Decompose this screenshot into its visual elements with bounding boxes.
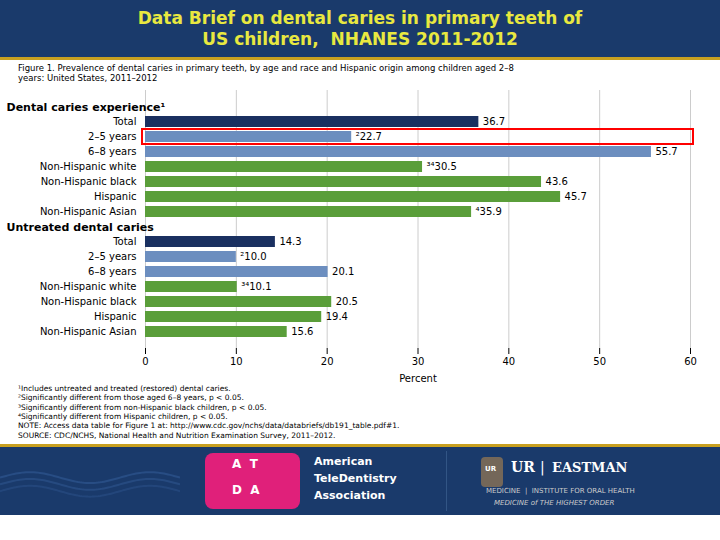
svg-text:Percent: Percent [399,372,437,383]
svg-text:6–8 years: 6–8 years [88,266,136,277]
svg-text:Non-Hispanic white: Non-Hispanic white [40,281,137,292]
html-text:³Significantly different from: ³Significantly different from non-Hispan… [18,402,267,412]
svg-text:20.5: 20.5 [336,296,358,307]
svg-text:43.6: 43.6 [546,176,568,187]
html-text:EASTMAN: EASTMAN [552,460,628,475]
svg-text:45.7: 45.7 [565,191,587,202]
svg-text:Hispanic: Hispanic [94,191,137,202]
svg-text:55.7: 55.7 [655,146,677,157]
svg-text:50: 50 [593,355,606,366]
html-text:TeleDentistry: TeleDentistry [314,472,397,485]
html-text:UR |: UR | [511,459,545,475]
html-text:Association: Association [314,489,386,502]
html-text:²Significantly different from: ²Significantly different from those aged… [18,393,244,403]
html-text:D A: D A [232,483,260,497]
svg-text:0: 0 [142,355,148,366]
svg-text:³⁴30.5: ³⁴30.5 [427,161,457,172]
html-text:Data Brief on dental caries in: Data Brief on dental caries in primary t… [137,8,583,50]
svg-text:20: 20 [321,355,334,366]
svg-text:15.6: 15.6 [291,326,314,337]
html-text:MEDICINE | INSTITUTE FOR ORAL: MEDICINE | INSTITUTE FOR ORAL HEALTH [486,487,635,495]
svg-text:14.3: 14.3 [279,236,301,247]
svg-text:Non-Hispanic black: Non-Hispanic black [41,176,137,187]
svg-text:Non-Hispanic white: Non-Hispanic white [40,161,137,172]
html-text:MEDICINE of THE HIGHEST ORDER: MEDICINE of THE HIGHEST ORDER [494,499,615,507]
html-text:¹Includes untreated and treate: ¹Includes untreated and treated (restore… [18,383,231,393]
svg-text:Non-Hispanic Asian: Non-Hispanic Asian [40,206,137,217]
svg-text:⁴35.9: ⁴35.9 [476,206,502,217]
svg-text:40: 40 [502,355,515,366]
svg-text:Total: Total [112,236,136,247]
svg-text:Dental caries experience¹: Dental caries experience¹ [7,100,166,113]
svg-text:Total: Total [112,116,136,127]
svg-text:60: 60 [684,355,697,366]
svg-text:Untreated dental caries: Untreated dental caries [7,220,155,233]
html-text:SOURCE: CDC/NCHS, National Hea: SOURCE: CDC/NCHS, National Health and Nu… [18,430,336,440]
svg-text:³⁴10.1: ³⁴10.1 [241,281,271,292]
html-text:Figure 1. Prevalence of dental: Figure 1. Prevalence of dental caries in… [18,62,514,84]
svg-text:Non-Hispanic Asian: Non-Hispanic Asian [40,326,137,337]
svg-text:19.4: 19.4 [326,311,348,322]
html-text:UR: UR [485,465,497,473]
svg-text:Hispanic: Hispanic [94,311,137,322]
svg-text:20.1: 20.1 [332,266,354,277]
html-text:NOTE: Access data table for Fi: NOTE: Access data table for Figure 1 at:… [18,421,400,431]
svg-text:6–8 years: 6–8 years [88,146,136,157]
svg-text:²10.0: ²10.0 [240,251,266,262]
svg-text:10: 10 [230,355,243,366]
svg-text:²22.7: ²22.7 [356,131,382,142]
svg-text:2–5 years: 2–5 years [88,131,136,142]
html-text:A T: A T [232,457,258,471]
svg-text:36.7: 36.7 [483,116,505,127]
svg-text:2–5 years: 2–5 years [88,251,136,262]
svg-text:Non-Hispanic black: Non-Hispanic black [41,296,137,307]
html-text:⁴Significantly different from: ⁴Significantly different from Hispanic c… [18,411,228,421]
html-text:American: American [314,455,373,468]
svg-text:30: 30 [412,355,425,366]
